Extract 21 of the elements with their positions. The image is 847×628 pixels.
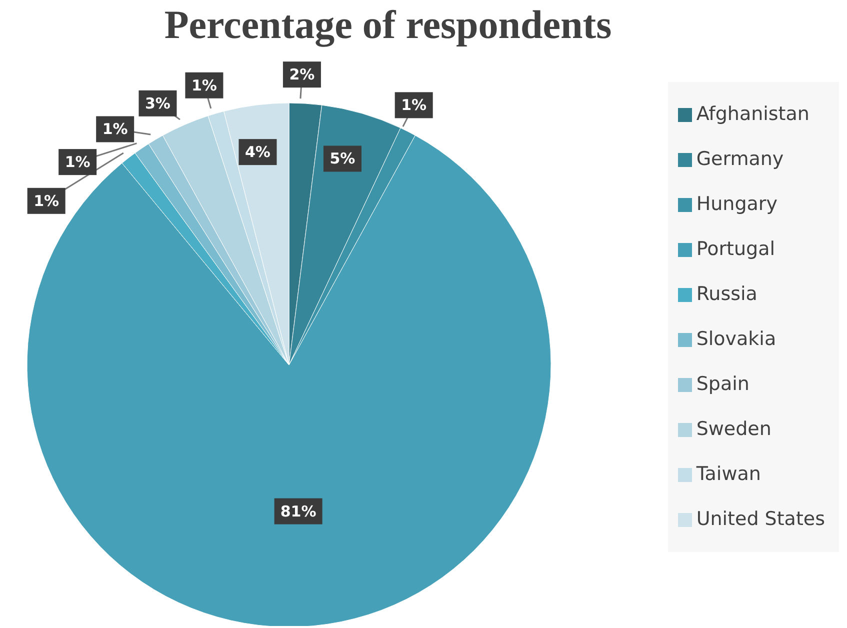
legend-label: Spain: [696, 373, 750, 395]
data-label: 5%: [330, 150, 356, 168]
data-label: 2%: [289, 66, 315, 84]
chart-title: Percentage of respondents: [163, 1, 613, 49]
legend-label: Slovakia: [696, 328, 776, 350]
data-label: 1%: [64, 153, 90, 172]
legend-label: Afghanistan: [696, 103, 810, 125]
data-label: 81%: [280, 502, 316, 520]
legend-label: Russia: [696, 283, 758, 305]
data-label: 1%: [191, 76, 217, 94]
legend-label: United States: [696, 508, 825, 530]
legend-label: Portugal: [696, 238, 776, 260]
legend-label: Germany: [696, 148, 784, 170]
data-label: 1%: [401, 96, 427, 114]
legend-label: Sweden: [696, 418, 772, 440]
data-label: 3%: [144, 94, 170, 112]
data-label: 1%: [102, 120, 128, 138]
legend-label: Taiwan: [696, 463, 761, 485]
legend-label: Hungary: [696, 193, 778, 215]
data-label: 1%: [34, 192, 60, 210]
data-label: 4%: [244, 143, 270, 162]
